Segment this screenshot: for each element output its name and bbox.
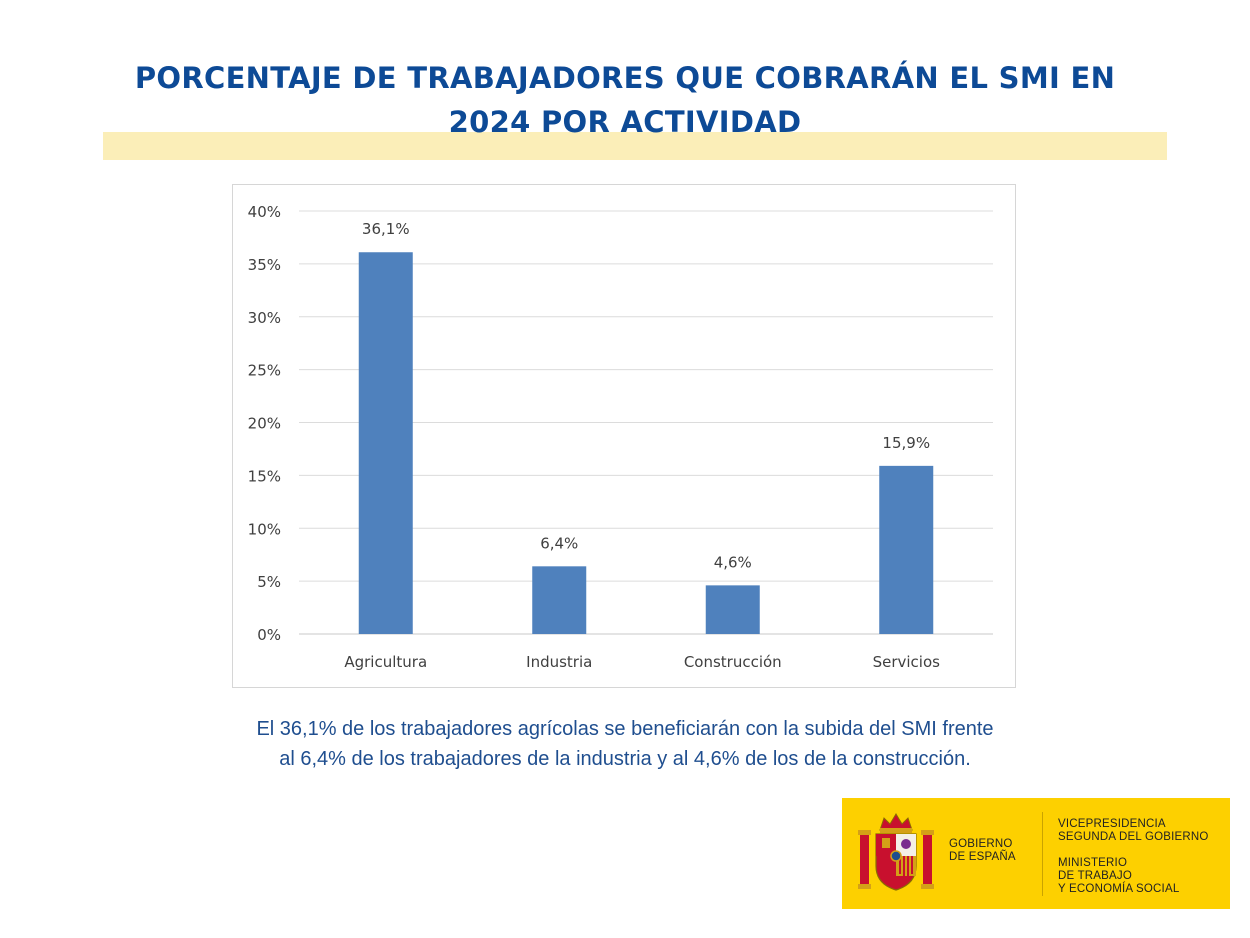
bar-industria bbox=[532, 566, 587, 634]
gov-line-2: DE ESPAÑA bbox=[949, 851, 1016, 863]
y-tick-label: 0% bbox=[257, 626, 281, 644]
y-axis-ticks: 0% 5% 10% 15% 20% 25% 30% 35% 40% bbox=[248, 203, 281, 644]
x-tick-label: Construcción bbox=[684, 653, 782, 671]
gobierno-de-espana-logo: GOBIERNO DE ESPAÑA VICEPRESIDENCIA SEGUN… bbox=[842, 798, 1230, 909]
caption-line-1: El 36,1% de los trabajadores agrícolas s… bbox=[256, 718, 994, 740]
dept-line-3: MINISTERIO bbox=[1058, 857, 1128, 869]
x-tick-label: Industria bbox=[526, 653, 592, 671]
x-tick-label: Servicios bbox=[873, 653, 941, 671]
data-label: 4,6% bbox=[714, 553, 752, 571]
title-highlight-band bbox=[103, 132, 1167, 160]
bar-chart-frame: 0% 5% 10% 15% 20% 25% 30% 35% 40% 36,1% 6,4% 4,6% 1… bbox=[232, 184, 1016, 688]
bar-construcción bbox=[705, 585, 760, 634]
dept-line-1: VICEPRESIDENCIA bbox=[1058, 818, 1166, 830]
gobierno-de-espana-text: GOBIERNO DE ESPAÑA bbox=[949, 838, 1016, 864]
y-tick-label: 25% bbox=[248, 362, 281, 380]
logo-divider bbox=[1042, 812, 1043, 896]
x-tick-label: Agricultura bbox=[344, 653, 427, 671]
data-label: 6,4% bbox=[540, 534, 578, 552]
dept-line-5: Y ECONOMÍA SOCIAL bbox=[1058, 883, 1180, 895]
page-title: PORCENTAJE DE TRABAJADORES QUE COBRARÁN … bbox=[0, 56, 1250, 144]
caption-line-2: al 6,4% de los trabajadores de la indust… bbox=[279, 748, 971, 770]
data-labels: 36,1% 6,4% 4,6% 15,9% bbox=[362, 220, 930, 571]
bars bbox=[358, 252, 934, 634]
bar-chart: 0% 5% 10% 15% 20% 25% 30% 35% 40% 36,1% 6,4% 4,6% 1… bbox=[248, 203, 993, 671]
coat-of-arms-icon bbox=[858, 813, 934, 891]
y-tick-label: 10% bbox=[248, 520, 281, 538]
gov-line-1: GOBIERNO bbox=[949, 838, 1013, 850]
y-tick-label: 5% bbox=[257, 573, 281, 591]
x-axis-ticks: Agricultura Industria Construcción Servicio… bbox=[344, 653, 940, 671]
y-tick-label: 30% bbox=[248, 309, 281, 327]
y-tick-label: 40% bbox=[248, 203, 281, 221]
bar-agricultura bbox=[358, 252, 413, 634]
y-tick-label: 35% bbox=[248, 256, 281, 274]
data-label: 15,9% bbox=[882, 434, 930, 452]
data-label: 36,1% bbox=[362, 220, 410, 238]
y-tick-label: 20% bbox=[248, 415, 281, 433]
page-title-line-1: PORCENTAJE DE TRABAJADORES QUE COBRARÁN … bbox=[134, 61, 1116, 95]
page-title-line-2: 2024 POR ACTIVIDAD bbox=[448, 105, 802, 139]
y-tick-label: 15% bbox=[248, 467, 281, 485]
dept-line-2: SEGUNDA DEL GOBIERNO bbox=[1058, 831, 1209, 843]
dept-line-4: DE TRABAJO bbox=[1058, 870, 1132, 882]
dept-spacer bbox=[1058, 844, 1209, 857]
chart-caption: El 36,1% de los trabajadores agrícolas s… bbox=[0, 714, 1250, 774]
bar-servicios bbox=[879, 465, 934, 634]
grid-lines bbox=[299, 210, 993, 635]
ministry-text: VICEPRESIDENCIA SEGUNDA DEL GOBIERNO MIN… bbox=[1058, 818, 1209, 896]
